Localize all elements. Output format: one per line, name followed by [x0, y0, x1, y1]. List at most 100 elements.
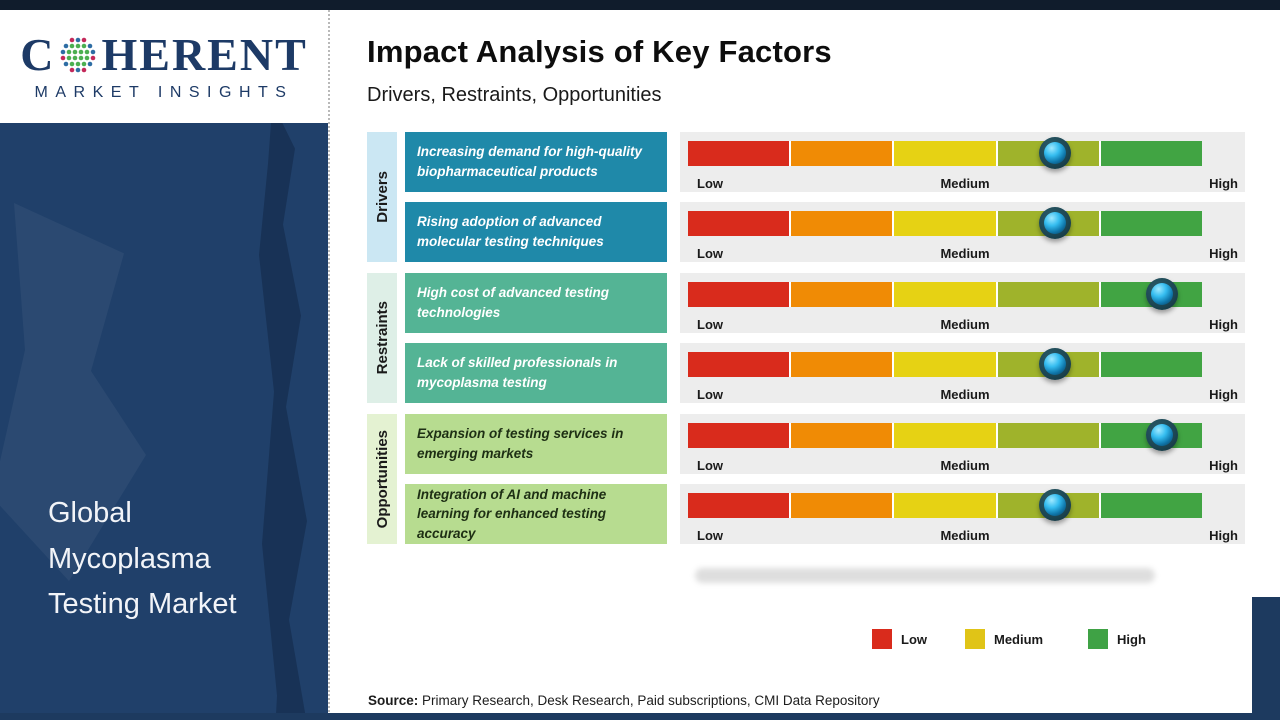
impact-slider-knob[interactable]: [1038, 137, 1071, 169]
factor-text: Integration of AI and machine learning f…: [417, 486, 607, 541]
factor-text: Expansion of testing services in emergin…: [417, 426, 624, 461]
scale-segment-low: [688, 282, 790, 307]
scale-label-low: Low: [697, 317, 723, 332]
scale-label-high: High: [1209, 387, 1238, 402]
scale-segment-low-med: [791, 493, 893, 518]
scale-labels: Low Medium High: [688, 246, 1238, 262]
scale-label-medium: Medium: [940, 317, 990, 332]
scale-segment-high: [1100, 493, 1203, 518]
scale-segment-high: [1100, 141, 1203, 166]
impact-bar-panel: Low Medium High: [680, 273, 1245, 333]
impact-scale-bar: [688, 278, 1203, 310]
scale-labels: Low Medium High: [688, 317, 1238, 333]
scale-segment-low-med: [791, 211, 893, 236]
factor-text: High cost of advanced testing technologi…: [417, 285, 610, 320]
dotted-globe-icon: [61, 37, 96, 72]
impact-slider-knob[interactable]: [1145, 278, 1178, 310]
scale-segment-low: [688, 423, 790, 448]
dotted-separator: [328, 10, 330, 720]
group-drivers: Drivers Increasing demand for high-quali…: [367, 132, 1245, 262]
group-label-strip-drivers: Drivers: [367, 132, 397, 262]
scale-label-medium: Medium: [940, 458, 990, 473]
impact-bar-panel: Low Medium High: [680, 343, 1245, 403]
group-label: Drivers: [373, 171, 391, 223]
legend-item-low: Low: [872, 629, 927, 649]
scale-segment-low: [688, 493, 790, 518]
scale-segment-low: [688, 141, 790, 166]
scale-label-medium: Medium: [940, 246, 990, 261]
impact-slider-knob[interactable]: [1038, 489, 1071, 521]
legend-label-low: Low: [901, 631, 927, 647]
scale-label-medium: Medium: [940, 528, 990, 543]
map-decoration-icon: [259, 123, 310, 720]
group-label: Restraints: [373, 301, 391, 375]
legend-label-medium: Medium: [994, 631, 1044, 647]
scale-segment-medium: [894, 211, 996, 236]
panel-shadow: [695, 568, 1155, 583]
impact-scale-bar: [688, 207, 1203, 239]
factor-row: Expansion of testing services in emergin…: [405, 414, 1245, 474]
scale-label-low: Low: [697, 246, 723, 261]
brand-logo-wordmark: C HERENT: [20, 28, 308, 80]
scale-segment-medium: [894, 282, 996, 307]
scale-labels: Low Medium High: [688, 176, 1238, 192]
scale-segment-high: [1100, 211, 1203, 236]
impact-bar-panel: Low Medium High: [680, 132, 1245, 192]
sidebar: C HERENT MARKET INSIGHTS Global Mycoplas…: [0, 0, 328, 720]
group-label-strip-opportunities: Opportunities: [367, 414, 397, 544]
top-accent-bar: [0, 0, 1280, 10]
legend-swatch-high: [1088, 629, 1108, 649]
scale-segment-medium: [894, 141, 996, 166]
scale-segment-low: [688, 352, 790, 377]
sidebar-background: Global Mycoplasma Testing Market: [0, 123, 328, 720]
factor-row: Integration of AI and machine learning f…: [405, 484, 1245, 544]
factor-row: Increasing demand for high-quality bioph…: [405, 132, 1245, 192]
impact-scale-bar: [688, 419, 1203, 451]
scale-label-high: High: [1209, 528, 1238, 543]
scale-label-high: High: [1209, 317, 1238, 332]
impact-slider-knob[interactable]: [1145, 419, 1178, 451]
factor-text: Increasing demand for high-quality bioph…: [417, 144, 643, 179]
scale-label-high: High: [1209, 458, 1238, 473]
scale-segment-medium: [894, 423, 996, 448]
scale-label-low: Low: [697, 387, 723, 402]
bottom-accent-bar: [0, 713, 1280, 720]
scale-segment-medium: [894, 352, 996, 377]
logo-text-herent: HERENT: [101, 28, 308, 80]
legend-swatch-low: [872, 629, 892, 649]
factor-text: Lack of skilled professionals in mycopla…: [417, 355, 618, 390]
logo-text-c: C: [20, 28, 56, 80]
factor-label-box: Integration of AI and machine learning f…: [405, 484, 667, 544]
scale-labels: Low Medium High: [688, 458, 1238, 474]
scale-labels: Low Medium High: [688, 528, 1238, 544]
legend-label-high: High: [1117, 631, 1146, 647]
impact-scale-bar: [688, 348, 1203, 380]
impact-scale-bar: [688, 489, 1203, 521]
group-label-strip-restraints: Restraints: [367, 273, 397, 403]
factor-label-box: High cost of advanced testing technologi…: [405, 273, 667, 333]
factor-row: High cost of advanced testing technologi…: [405, 273, 1245, 333]
factor-label-box: Rising adoption of advanced molecular te…: [405, 202, 667, 262]
group-restraints: Restraints High cost of advanced testing…: [367, 273, 1245, 403]
corner-accent: [1252, 597, 1280, 720]
source-text: Primary Research, Desk Research, Paid su…: [418, 693, 880, 708]
main-content: Impact Analysis of Key Factors Drivers, …: [330, 0, 1280, 720]
impact-analysis-chart: Drivers Increasing demand for high-quali…: [367, 132, 1245, 555]
scale-label-low: Low: [697, 458, 723, 473]
legend-swatch-medium: [965, 629, 985, 649]
group-label: Opportunities: [373, 429, 391, 529]
scale-segment-high: [1100, 352, 1203, 377]
impact-slider-knob[interactable]: [1038, 348, 1071, 380]
brand-tagline: MARKET INSIGHTS: [34, 83, 294, 101]
legend: Low Medium High: [330, 629, 1280, 653]
scale-label-low: Low: [697, 528, 723, 543]
scale-label-medium: Medium: [940, 387, 990, 402]
scale-segment-low-med: [791, 282, 893, 307]
scale-segment-med-high: [997, 423, 1099, 448]
factor-label-box: Expansion of testing services in emergin…: [405, 414, 667, 474]
impact-slider-knob[interactable]: [1038, 207, 1071, 239]
factor-row: Rising adoption of advanced molecular te…: [405, 202, 1245, 262]
legend-item-high: High: [1088, 629, 1146, 649]
group-opportunities: Opportunities Expansion of testing servi…: [367, 414, 1245, 544]
scale-label-medium: Medium: [940, 176, 990, 191]
